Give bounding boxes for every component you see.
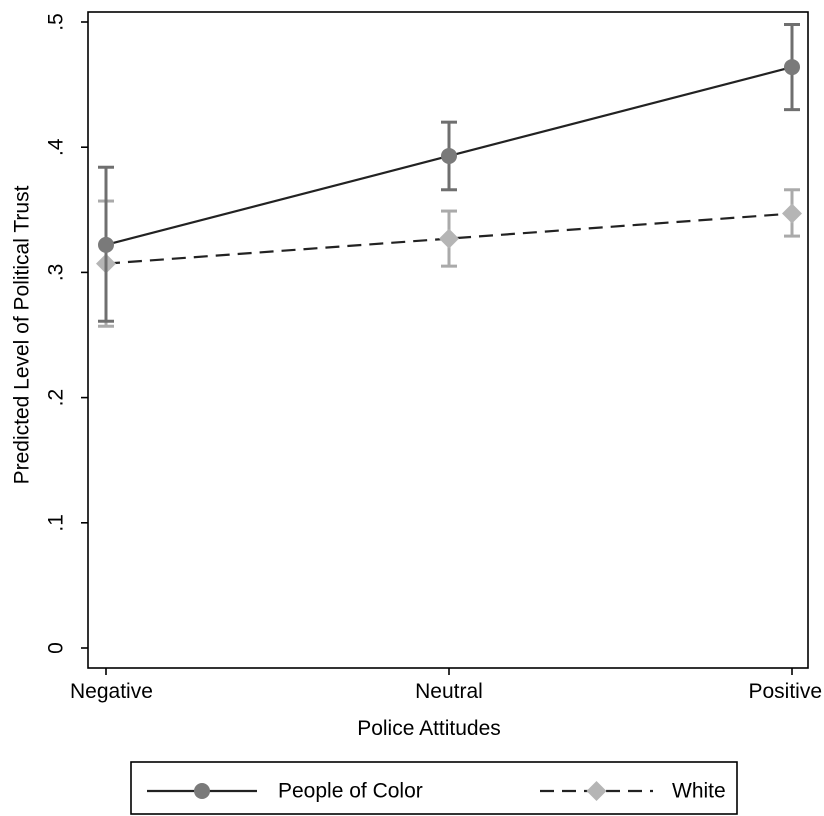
x-tick-label: Positive bbox=[748, 680, 822, 703]
data-point bbox=[98, 236, 114, 253]
data-point bbox=[784, 59, 800, 76]
x-tick-label: Negative bbox=[70, 680, 153, 703]
series-people-of-color bbox=[98, 23, 800, 323]
plot-frame bbox=[87, 11, 809, 669]
legend: People of Color White bbox=[130, 761, 738, 815]
x-tick-label: Neutral bbox=[415, 680, 483, 703]
y-tick-label: .1 bbox=[45, 514, 68, 532]
y-tick-label: .4 bbox=[45, 138, 68, 156]
plot-area: 0 .1 .2 .3 .4 .5 Negative Neutral Positive bbox=[45, 11, 822, 703]
data-point bbox=[439, 228, 459, 249]
legend-marker bbox=[194, 783, 210, 799]
legend-marker bbox=[586, 781, 607, 801]
y-tick-label: .2 bbox=[45, 389, 68, 407]
y-tick-label: 0 bbox=[45, 642, 68, 654]
y-tick-label: .5 bbox=[45, 13, 68, 31]
x-axis-title: Police Attitudes bbox=[357, 717, 501, 740]
legend-label: White bbox=[672, 780, 726, 803]
legend-label: People of Color bbox=[278, 780, 423, 803]
y-tick-label: .3 bbox=[45, 264, 68, 282]
data-point bbox=[782, 203, 802, 224]
data-point bbox=[441, 147, 457, 164]
y-axis-title: Predicted Level of Political Trust bbox=[11, 185, 34, 484]
series-white bbox=[96, 188, 802, 328]
legend-box bbox=[130, 761, 738, 815]
